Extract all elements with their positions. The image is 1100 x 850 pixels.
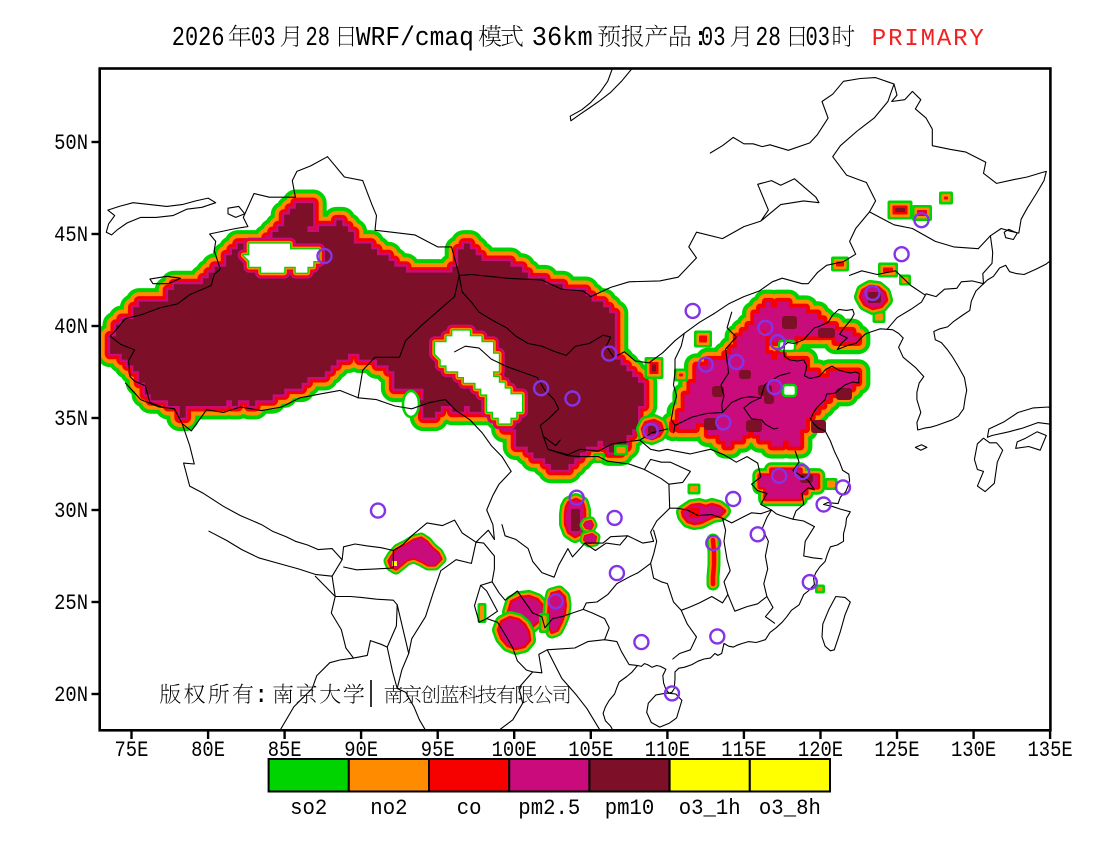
svg-text:125E: 125E bbox=[874, 738, 919, 763]
svg-text:03: 03 bbox=[806, 24, 831, 54]
svg-text:45N: 45N bbox=[54, 223, 88, 248]
svg-text:75E: 75E bbox=[115, 738, 149, 763]
svg-text::: : bbox=[254, 683, 268, 710]
svg-text:03: 03 bbox=[701, 24, 726, 54]
svg-text:135E: 135E bbox=[1028, 738, 1073, 763]
svg-text:PRIMARY: PRIMARY bbox=[872, 26, 984, 53]
svg-text:36km: 36km bbox=[532, 24, 593, 54]
svg-text:130E: 130E bbox=[951, 738, 996, 763]
svg-text:o3_8h: o3_8h bbox=[759, 796, 821, 821]
svg-text:WRF/cmaq: WRF/cmaq bbox=[356, 24, 474, 54]
svg-text:80E: 80E bbox=[191, 738, 225, 763]
svg-text:40N: 40N bbox=[54, 315, 88, 340]
svg-text:co: co bbox=[457, 796, 482, 821]
svg-text:35N: 35N bbox=[54, 407, 88, 432]
svg-text:20N: 20N bbox=[54, 683, 88, 708]
svg-text:25N: 25N bbox=[54, 591, 88, 616]
svg-text:pm2.5: pm2.5 bbox=[518, 796, 580, 821]
svg-text:o3_1h: o3_1h bbox=[679, 796, 741, 821]
svg-text:28: 28 bbox=[306, 24, 331, 54]
svg-text:30N: 30N bbox=[54, 499, 88, 524]
svg-text:pm10: pm10 bbox=[605, 796, 655, 821]
svg-text::: : bbox=[693, 24, 709, 54]
svg-text:no2: no2 bbox=[370, 796, 407, 821]
svg-text:03: 03 bbox=[251, 24, 276, 54]
svg-text:28: 28 bbox=[756, 24, 781, 54]
svg-text:50N: 50N bbox=[54, 131, 88, 156]
svg-text:2026: 2026 bbox=[172, 24, 225, 54]
svg-text:so2: so2 bbox=[290, 796, 327, 821]
